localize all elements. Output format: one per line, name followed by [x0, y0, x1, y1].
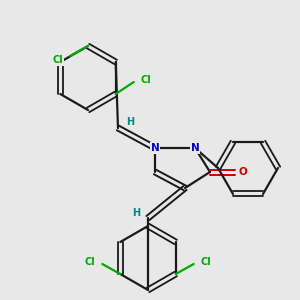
- Text: Cl: Cl: [85, 257, 96, 267]
- Text: H: H: [132, 208, 140, 218]
- Text: Cl: Cl: [140, 75, 151, 85]
- Text: N: N: [151, 143, 159, 153]
- Text: Cl: Cl: [52, 55, 63, 65]
- Text: N: N: [190, 143, 200, 153]
- Text: H: H: [126, 117, 134, 127]
- Text: O: O: [238, 167, 247, 177]
- Text: Cl: Cl: [200, 257, 211, 267]
